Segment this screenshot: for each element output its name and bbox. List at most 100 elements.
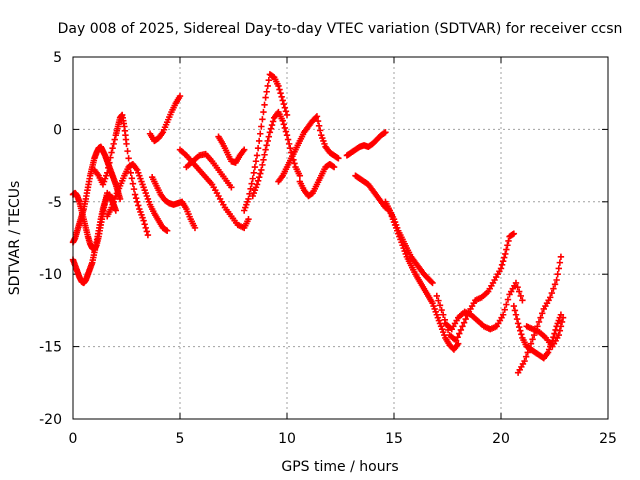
data-point [250,169,258,177]
data-point [124,147,131,155]
data-point [260,108,267,116]
data-point [438,306,445,314]
data-point [433,292,440,300]
data-point [538,310,546,317]
data-point [555,331,562,339]
data-point [503,246,510,253]
data-point [263,88,270,95]
data-point [253,181,261,188]
data-point [519,297,526,304]
data-point [515,323,523,331]
data-point [258,123,265,130]
data-point [435,297,442,304]
data-point [107,154,114,161]
data-point [501,254,508,261]
data-point [251,163,259,171]
data-point [554,271,561,278]
data-point [279,117,286,124]
y-tick-label: -20 [39,412,62,428]
data-point [462,315,469,323]
data-point [191,224,199,232]
series-arc-9 [183,150,235,191]
data-point [245,215,252,223]
y-tick-label: -5 [48,195,62,211]
data-point [278,93,285,101]
data-point [268,121,276,129]
data-point [128,175,136,182]
data-point [505,237,512,245]
data-point [313,113,321,120]
data-point [555,265,562,272]
y-tick-label: -15 [39,340,62,356]
data-point [499,257,507,265]
data-point [262,146,269,153]
data-point [253,152,261,159]
data-point [135,202,142,209]
data-point [513,315,521,323]
data-point [335,155,342,162]
data-point [440,311,447,318]
data-point [514,284,521,291]
data-point [254,145,262,152]
data-point [559,314,567,321]
x-tick-label: 10 [278,431,296,447]
data-point [127,169,134,177]
chart-title: Day 008 of 2025, Sidereal Day-to-day VTE… [58,21,623,37]
x-tick-labels: 0 5 10 15 20 25 [69,431,617,447]
data-point [142,224,149,232]
data-points [69,71,567,376]
data-point [382,129,389,136]
data-point [556,327,564,334]
data-point [108,149,115,156]
series-arc-13 [275,113,342,185]
x-tick-label: 0 [69,431,78,447]
data-point [503,301,510,308]
data-point [116,195,124,203]
data-point [315,122,323,129]
data-point [106,159,113,166]
data-point [276,86,283,93]
data-point [537,314,544,321]
data-point [257,170,264,177]
plot-frame [72,56,609,420]
data-point [436,302,444,309]
data-point [517,292,524,300]
y-tick-label: 0 [53,122,62,138]
x-tick-label: 15 [385,431,403,447]
data-point [281,124,289,132]
data-point [529,336,536,343]
data-point [535,318,543,326]
data-point [259,116,266,123]
data-point [255,173,263,181]
data-point [557,323,565,330]
series-arc-3 [69,189,111,253]
data-point [296,172,304,179]
data-point [283,131,291,139]
series-arc-7 [148,173,199,232]
data-point [524,349,531,356]
x-tick-label: 5 [176,431,185,447]
data-point [247,185,254,192]
data-point [123,140,130,148]
data-point [504,242,511,249]
data-point [558,318,566,326]
data-point [264,137,271,145]
data-point [291,160,298,167]
data-point [457,326,465,334]
data-point [514,320,522,327]
data-point [497,265,505,272]
data-point [261,101,268,108]
data-point [511,307,519,314]
data-point [518,331,525,338]
x-tick-label: 25 [599,431,617,447]
series-arc-5 [104,160,171,234]
data-point [330,163,338,171]
y-tick-labels: 5 0 -5 -10 -15 -20 [39,50,62,428]
data-point [452,337,460,345]
series-arc-17 [382,198,462,353]
data-point [141,221,148,228]
data-point [510,302,518,310]
data-point [105,164,112,171]
data-point [512,279,520,287]
data-point [111,136,118,143]
